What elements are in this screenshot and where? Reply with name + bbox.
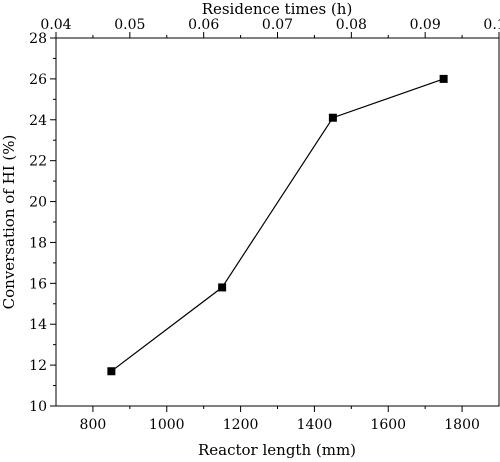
data-point xyxy=(439,74,448,83)
y-axis: 10 12 14 16 18 20 22 24 26 28 xyxy=(29,31,56,415)
x2-tick-label: 0.09 xyxy=(410,17,441,33)
y-tick-label: 14 xyxy=(29,317,47,333)
data-point xyxy=(107,367,116,376)
y-tick-label: 18 xyxy=(29,235,47,251)
y-tick-label: 24 xyxy=(29,113,47,129)
series-line xyxy=(111,78,444,372)
series-layer xyxy=(107,74,448,376)
y-axis-label: Conversation of HI (%) xyxy=(0,135,18,310)
x-tick-label: 1200 xyxy=(223,417,259,433)
y-tick-label: 12 xyxy=(29,358,47,374)
y-tick-label: 26 xyxy=(29,72,47,88)
y-tick-label: 22 xyxy=(29,154,47,170)
x-axis-top: 0.04 0.05 0.06 0.07 0.08 0.09 0.10 xyxy=(40,17,500,38)
plot-frame xyxy=(55,37,500,407)
x2-tick-label: 0.04 xyxy=(40,17,71,33)
y-tick-label: 20 xyxy=(29,195,47,211)
x-tick-label: 800 xyxy=(80,417,107,433)
y-tick-label: 10 xyxy=(29,399,47,415)
y-tick-label: 16 xyxy=(29,276,47,292)
y-tick-label: 28 xyxy=(29,31,47,47)
x-tick-label: 1000 xyxy=(149,417,185,433)
data-point xyxy=(218,283,227,292)
x-axis-label: Reactor length (mm) xyxy=(198,441,356,459)
data-point xyxy=(328,113,337,122)
x-tick-label: 1400 xyxy=(297,417,333,433)
x2-tick-label: 0.05 xyxy=(114,17,145,33)
x2-tick-label: 0.08 xyxy=(336,17,367,33)
x2-axis-label: Residence times (h) xyxy=(202,0,353,18)
x2-tick-label: 0.10 xyxy=(483,17,500,33)
x-axis-bottom: 800 1000 1200 1400 1600 1800 xyxy=(80,406,480,433)
x2-tick-label: 0.07 xyxy=(262,17,293,33)
x-tick-label: 1800 xyxy=(444,417,480,433)
x2-tick-label: 0.06 xyxy=(188,17,219,33)
x-tick-label: 1600 xyxy=(370,417,406,433)
